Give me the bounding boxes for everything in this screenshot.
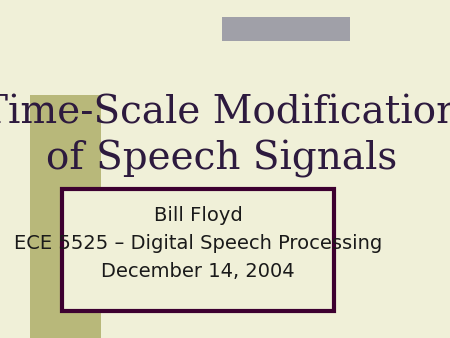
FancyBboxPatch shape bbox=[31, 95, 101, 338]
FancyBboxPatch shape bbox=[101, 0, 350, 338]
Text: Time-Scale Modification
of Speech Signals: Time-Scale Modification of Speech Signal… bbox=[0, 95, 450, 178]
FancyBboxPatch shape bbox=[222, 17, 350, 41]
Text: Bill Floyd
ECE 5525 – Digital Speech Processing
December 14, 2004: Bill Floyd ECE 5525 – Digital Speech Pro… bbox=[14, 206, 382, 281]
FancyBboxPatch shape bbox=[62, 189, 334, 311]
